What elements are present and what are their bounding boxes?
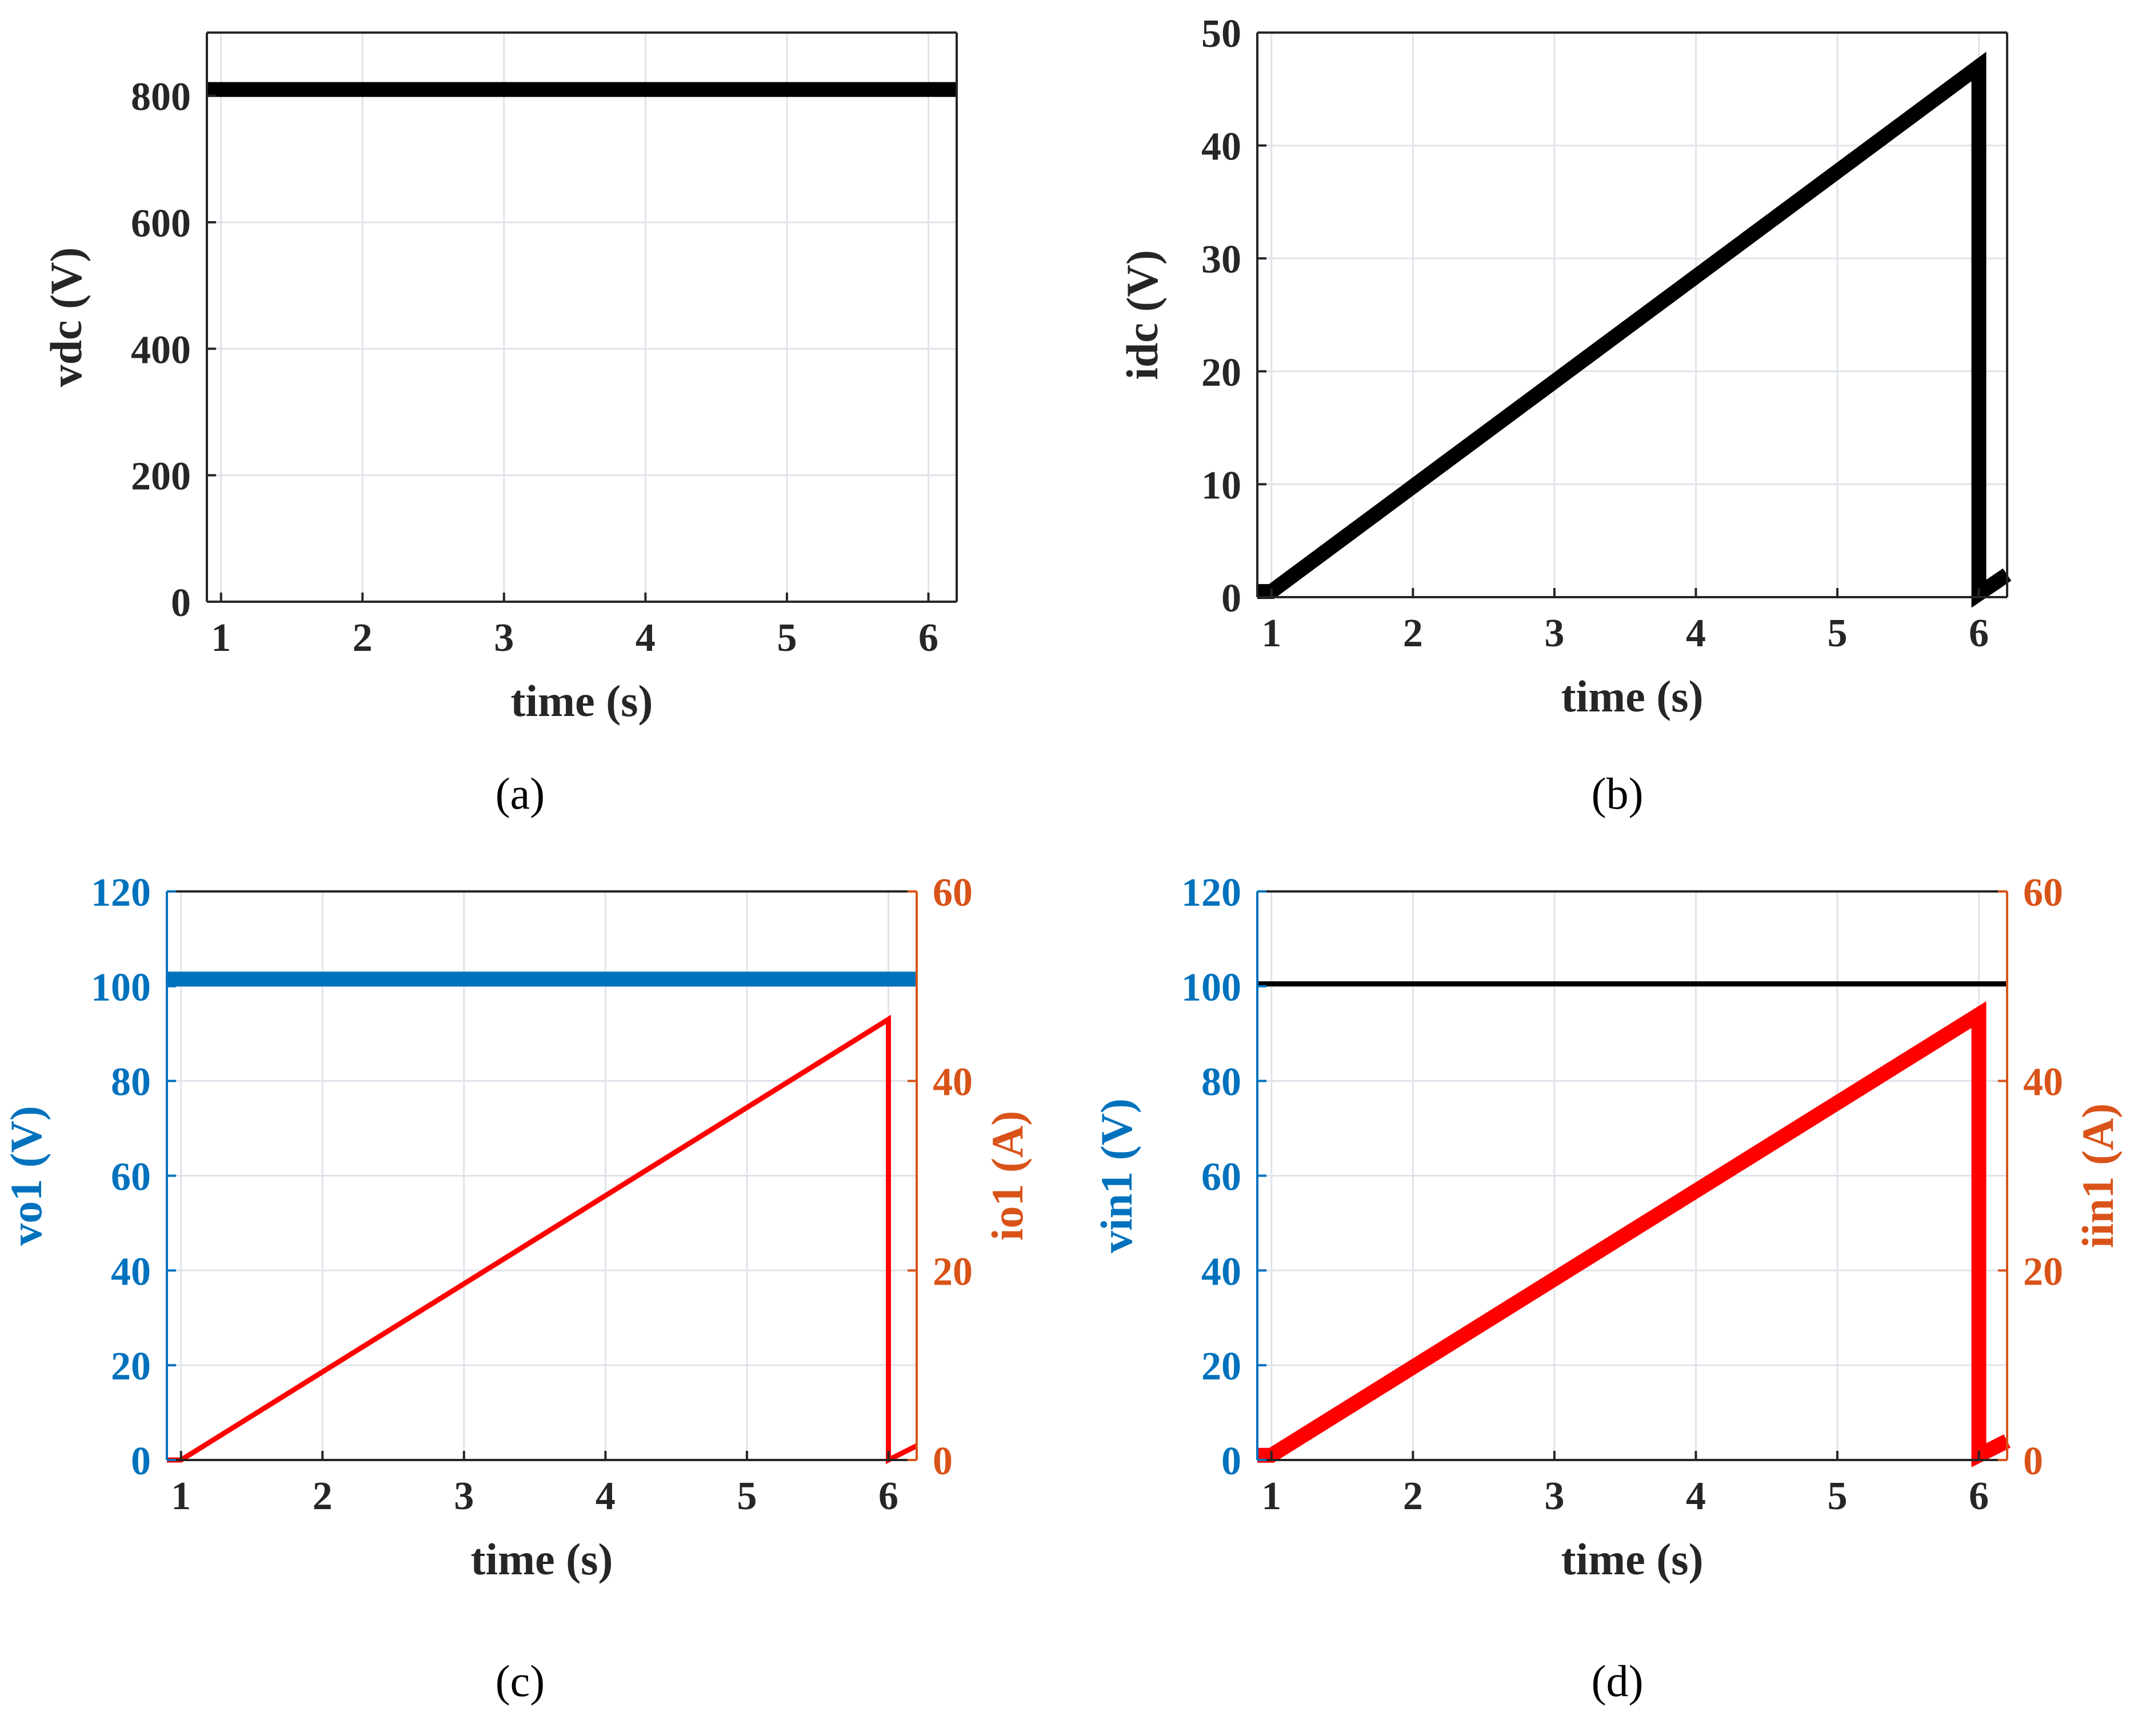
- series-line-idc: [1257, 51, 2012, 608]
- right-y-tick-label: 20: [2023, 1250, 2063, 1294]
- y-tick-label: 0: [171, 581, 191, 625]
- right-y-tick-label: 60: [933, 871, 973, 915]
- x-tick-label: 1: [1261, 611, 1281, 655]
- x-tick-label: 3: [1544, 1474, 1564, 1518]
- x-tick-label: 1: [211, 616, 231, 660]
- right-y-tick-label: 40: [933, 1061, 973, 1105]
- y-tick-label: 50: [1201, 12, 1241, 56]
- y-tick-label: 20: [111, 1345, 151, 1389]
- y-tick-label: 0: [131, 1439, 151, 1483]
- y-tick-label: 60: [1201, 1155, 1241, 1199]
- y-tick-label: 600: [131, 202, 191, 246]
- x-tick-label: 2: [1403, 611, 1423, 655]
- right-y-tick-label: 20: [933, 1250, 973, 1294]
- y-tick-label: 800: [131, 75, 191, 119]
- y-tick-label: 20: [1201, 351, 1241, 395]
- y-tick-label: 0: [1221, 577, 1241, 621]
- x-axis-label: time (s): [510, 676, 653, 726]
- y-tick-label: 100: [91, 966, 151, 1010]
- y-tick-label: 60: [111, 1155, 151, 1199]
- x-tick-label: 5: [777, 616, 797, 660]
- x-tick-label: 4: [1686, 611, 1706, 655]
- chart-panel-a: 1 2 3 4 5 6 0 200 400 600 800 time (s) vdc (V) (a): [41, 31, 958, 818]
- x-tick-label: 5: [737, 1474, 757, 1518]
- x-tick-label: 2: [353, 616, 373, 660]
- x-axis-label: time (s): [1561, 1534, 1703, 1584]
- y-axis-label: idc (V): [1117, 250, 1167, 379]
- y-tick-label: 30: [1201, 238, 1241, 282]
- right-y-tick-label: 0: [2023, 1439, 2043, 1483]
- y-tick-label: 80: [111, 1061, 151, 1105]
- y-tick-label: 120: [1181, 871, 1241, 915]
- right-y-axis-label: io1 (A): [982, 1111, 1032, 1241]
- x-tick-label: 1: [1261, 1474, 1281, 1518]
- right-y-tick-label: 60: [2023, 871, 2063, 915]
- y-tick-label: 400: [131, 328, 191, 372]
- y-tick-label: 80: [1201, 1061, 1241, 1105]
- x-tick-label: 4: [1686, 1474, 1706, 1518]
- y-axis-label: vin1 (V): [1092, 1098, 1141, 1253]
- x-tick-label: 4: [596, 1474, 616, 1518]
- x-tick-label: 3: [1544, 611, 1564, 655]
- x-axis-label: time (s): [470, 1534, 613, 1584]
- panel-caption: (d): [1592, 1656, 1644, 1706]
- right-y-axis-label: iin1 (A): [2073, 1103, 2123, 1249]
- x-axis-label: time (s): [1561, 671, 1703, 721]
- chart-panel-b: 1 2 3 4 5 6 0 10 20 30 40 50 time (s) idc (V) (b): [1117, 12, 2012, 818]
- y-tick-label: 200: [131, 455, 191, 499]
- right-y-tick-label: 40: [2023, 1061, 2063, 1105]
- x-tick-label: 5: [1827, 1474, 1847, 1518]
- x-tick-label: 1: [171, 1474, 191, 1518]
- series-line-iin1: [1257, 1001, 2011, 1467]
- y-tick-label: 0: [1221, 1439, 1241, 1483]
- y-tick-label: 40: [111, 1250, 151, 1294]
- y-axis-label: vo1 (V): [1, 1106, 51, 1246]
- right-y-tick-label: 0: [933, 1439, 953, 1483]
- x-tick-label: 5: [1827, 611, 1847, 655]
- x-tick-label: 3: [494, 616, 514, 660]
- x-tick-label: 2: [313, 1474, 333, 1518]
- y-tick-label: 100: [1181, 966, 1241, 1010]
- panel-caption: (b): [1592, 769, 1644, 818]
- x-tick-label: 6: [1969, 611, 1989, 655]
- y-tick-label: 120: [91, 871, 151, 915]
- panel-caption: (c): [495, 1656, 545, 1706]
- y-axis-label: vdc (V): [41, 247, 91, 387]
- x-tick-label: 4: [636, 616, 656, 660]
- x-tick-label: 3: [454, 1474, 474, 1518]
- y-tick-label: 40: [1201, 1250, 1241, 1294]
- x-tick-label: 6: [918, 616, 938, 660]
- y-tick-label: 20: [1201, 1345, 1241, 1389]
- x-tick-label: 6: [878, 1474, 898, 1518]
- x-tick-label: 6: [1969, 1474, 1989, 1518]
- y-tick-label: 10: [1201, 463, 1241, 507]
- panel-caption: (a): [495, 769, 545, 818]
- y-tick-label: 40: [1201, 125, 1241, 169]
- x-tick-label: 2: [1403, 1474, 1423, 1518]
